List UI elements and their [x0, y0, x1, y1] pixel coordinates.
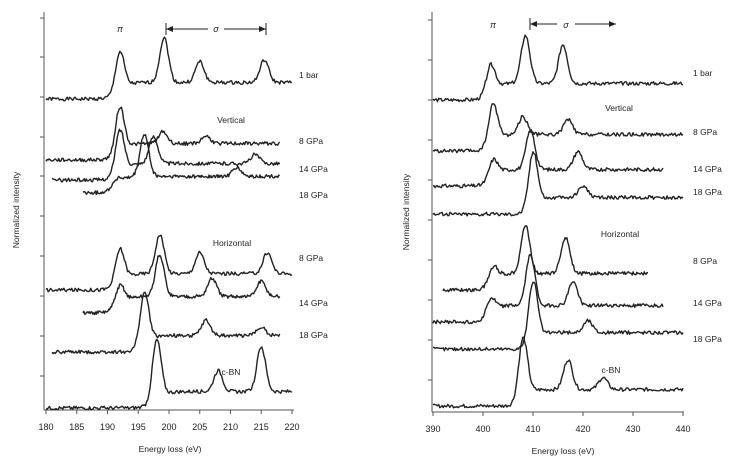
left-label-1bar: 1 bar [299, 70, 319, 80]
left-sigma-arrowhead-right [259, 26, 266, 32]
left-sigma-arrow [165, 23, 267, 35]
right-trace-horizontal-14-gpa [432, 253, 664, 325]
right-panel: 390 400 410 420 430 440 π σ Vertical Horizont… [401, 12, 722, 456]
left-trace-vertical-18-gpa [82, 134, 280, 196]
right-label-h18: 18 GPa [693, 334, 722, 344]
right-x-axis-title: Energy loss (eV) [532, 446, 595, 456]
right-trace-vertical-18-gpa [432, 151, 684, 217]
right-y-axis-title: Normalized intensity [401, 173, 411, 250]
left-ticks: 180 185 190 195 200 205 210 215 220 [38, 17, 300, 432]
right-label-v8: 8 GPa [693, 127, 717, 137]
right-pi-label: π [490, 20, 497, 30]
left-trace-1-bar [45, 36, 293, 102]
right-x-tick-label: 440 [675, 424, 690, 434]
left-x-tick-label: 185 [69, 422, 84, 432]
right-trace-horizontal-8-gpa [442, 225, 649, 293]
left-trace-horizontal-14-gpa [82, 254, 281, 316]
left-label-h8: 8 GPa [299, 253, 323, 263]
left-x-tick-label: 190 [100, 422, 115, 432]
right-vertical-label: Vertical [605, 103, 633, 113]
right-x-tick-label: 430 [625, 424, 640, 434]
right-x-tick-label: 400 [475, 424, 490, 434]
left-traces [45, 36, 293, 411]
left-x-tick-label: 200 [161, 422, 176, 432]
right-x-tick-label: 420 [575, 424, 590, 434]
right-label-v14: 14 GPa [693, 164, 722, 174]
left-trace-horizontal-8-gpa [45, 234, 293, 293]
left-x-tick-label: 205 [192, 422, 207, 432]
left-trace-vertical-14-gpa [51, 128, 281, 183]
right-label-v18: 18 GPa [693, 187, 722, 197]
left-sigma-label: σ [213, 24, 219, 34]
left-x-axis-title: Energy loss (eV) [139, 444, 202, 454]
left-label-h14: 14 GPa [299, 298, 328, 308]
right-trace-horizontal-18-gpa [432, 281, 684, 352]
right-sigma-arrowhead-right [609, 21, 616, 27]
left-panel: 180 185 190 195 200 205 210 215 220 π σ Vertical… [11, 12, 328, 454]
left-vertical-label: Vertical [217, 115, 245, 125]
left-x-tick-label: 180 [38, 422, 53, 432]
right-x-tick-label: 390 [425, 424, 440, 434]
left-x-tick-label: 220 [284, 422, 299, 432]
left-pi-label: π [117, 24, 124, 34]
left-x-tick-label: 215 [254, 422, 269, 432]
left-label-v14: 14 GPa [299, 164, 328, 174]
left-horizontal-label: Horizontal [213, 238, 251, 248]
left-trace-c-bn [45, 338, 293, 411]
right-sigma-label: σ [563, 20, 569, 30]
right-trace-vertical-8-gpa [432, 103, 684, 154]
left-x-tick-label: 195 [131, 422, 146, 432]
left-label-v18: 18 GPa [299, 190, 328, 200]
left-trace-horizontal-18-gpa [51, 291, 281, 355]
right-sigma-arrowhead-left [530, 21, 537, 27]
left-y-axis-title: Normalized intensity [11, 171, 21, 248]
right-horizontal-label: Horizontal [601, 229, 639, 239]
left-x-tick-label: 210 [223, 422, 238, 432]
right-trace-c-bn [432, 336, 684, 409]
left-label-v8: 8 GPa [299, 136, 323, 146]
right-trace-vertical-14-gpa [432, 129, 664, 189]
left-sigma-arrowhead-left [166, 26, 173, 32]
right-trace-1-bar [432, 34, 684, 103]
right-label-h14: 14 GPa [693, 298, 722, 308]
right-sigma-arrow [529, 18, 616, 30]
right-label-h8: 8 GPa [693, 256, 717, 266]
left-label-cbn: c-BN [222, 367, 241, 377]
right-traces [432, 34, 684, 409]
right-ticks: 390 400 410 420 430 440 [425, 19, 691, 434]
right-x-tick-label: 410 [525, 424, 540, 434]
left-trace-vertical-8-gpa [45, 106, 281, 163]
right-label-cbn: c-BN [602, 365, 621, 375]
left-label-h18: 18 GPa [299, 330, 328, 340]
right-label-1bar: 1 bar [693, 68, 713, 78]
